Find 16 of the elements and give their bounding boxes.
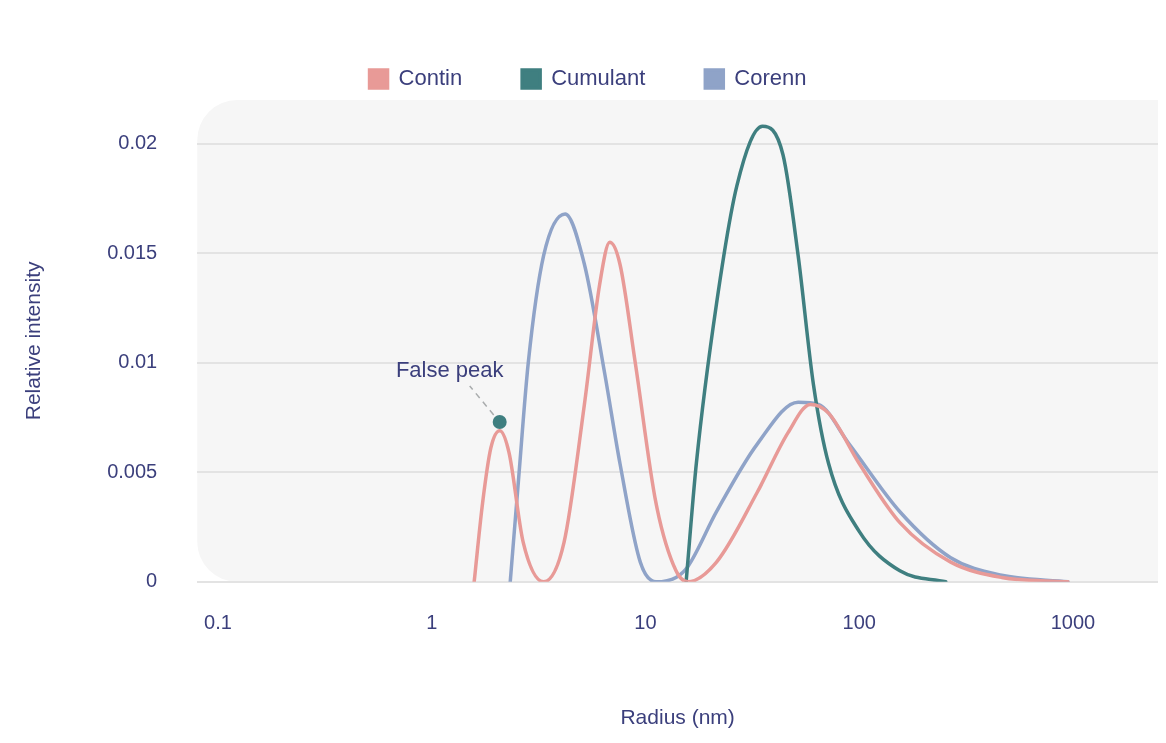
y-tick-label: 0.01 (118, 350, 158, 373)
y-tick-label: 0.015 (107, 240, 158, 263)
x-tick-label: 100 (842, 611, 876, 634)
y-axis-title: Relative intensity (21, 261, 45, 421)
legend-label: Cumulant (551, 65, 646, 91)
legend-label: Corenn (734, 65, 807, 91)
annotation: False peak (395, 356, 505, 382)
x-axis-title: Radius (nm) (620, 705, 735, 729)
x-tick-label: 1000 (1050, 611, 1096, 634)
legend-label: Contin (398, 65, 463, 91)
x-tick-label: 1 (426, 611, 438, 634)
y-tick-label: 0.005 (107, 459, 158, 482)
y-tick-label: 0.02 (118, 131, 158, 154)
y-tick-label: 0 (146, 569, 158, 592)
x-tick-label: 0.1 (204, 611, 232, 634)
x-tick-label: 10 (634, 611, 657, 634)
